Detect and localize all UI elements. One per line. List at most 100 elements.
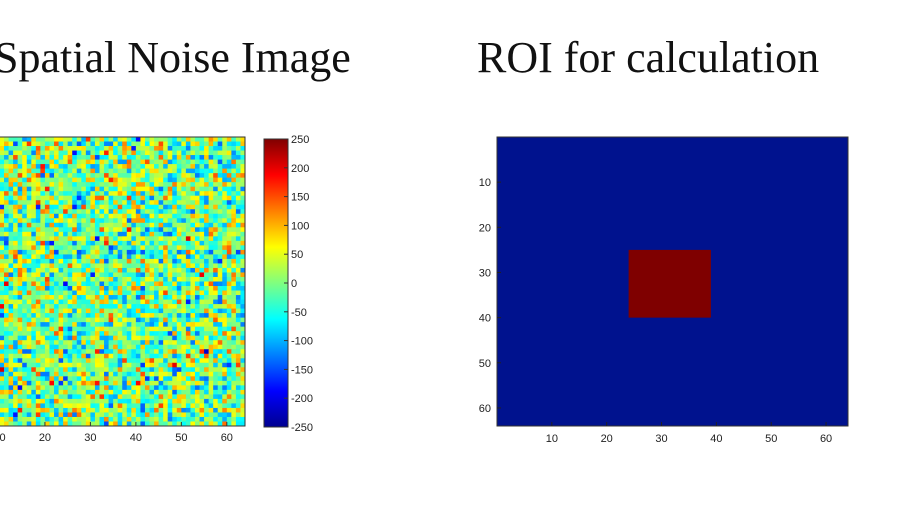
- noise-cell: [158, 295, 164, 300]
- noise-cell: [185, 200, 191, 206]
- noise-cell: [58, 286, 64, 291]
- noise-cell: [135, 249, 141, 255]
- noise-cell: [117, 286, 123, 291]
- noise-cell: [135, 322, 141, 328]
- noise-cell: [204, 412, 210, 418]
- noise-cell: [26, 326, 32, 332]
- noise-cell: [199, 389, 205, 395]
- noise-cell: [194, 258, 200, 264]
- noise-cell: [49, 240, 55, 246]
- noise-cell: [58, 173, 64, 179]
- noise-cell: [176, 398, 182, 404]
- noise-cell: [131, 403, 137, 409]
- noise-cell: [35, 362, 41, 368]
- noise-cell: [185, 218, 191, 224]
- noise-cell: [63, 331, 69, 337]
- noise-cell: [13, 299, 19, 305]
- noise-cell: [81, 416, 87, 422]
- noise-cell: [154, 155, 160, 160]
- noise-cell: [31, 394, 37, 400]
- noise-cell: [54, 204, 59, 210]
- noise-cell: [85, 349, 91, 355]
- noise-cell: [76, 231, 82, 237]
- noise-cell: [49, 389, 55, 395]
- noise-cell: [117, 389, 123, 395]
- noise-cell: [122, 421, 128, 427]
- noise-cell: [13, 317, 19, 323]
- noise-cell: [158, 322, 164, 328]
- noise-cell: [240, 340, 246, 346]
- noise-cell: [72, 249, 78, 255]
- noise-cell: [176, 186, 182, 192]
- noise-cell: [13, 322, 19, 328]
- noise-cell: [235, 146, 241, 151]
- noise-cell: [217, 141, 223, 147]
- noise-cell: [126, 308, 132, 314]
- noise-cell: [190, 222, 196, 228]
- noise-cell: [113, 177, 119, 183]
- noise-cell: [190, 317, 196, 323]
- noise-cell: [117, 304, 123, 309]
- noise-cell: [163, 141, 169, 147]
- noise-cell: [54, 281, 59, 287]
- noise-cell: [163, 367, 169, 373]
- noise-cell: [108, 218, 114, 224]
- noise-cell: [54, 195, 59, 201]
- noise-cell: [72, 267, 78, 273]
- noise-cell: [40, 195, 46, 201]
- noise-cell: [222, 317, 228, 323]
- noise-cell: [63, 267, 69, 273]
- noise-cell: [181, 272, 187, 278]
- noise-cell: [76, 290, 82, 296]
- noise-cell: [172, 331, 178, 337]
- noise-cell: [217, 389, 223, 395]
- noise-cell: [208, 146, 214, 151]
- noise-cell: [235, 236, 241, 242]
- noise-cell: [226, 281, 232, 287]
- noise-cell: [190, 245, 196, 251]
- noise-cell: [35, 191, 41, 197]
- noise-cell: [49, 195, 55, 201]
- noise-cell: [163, 353, 169, 359]
- noise-cell: [190, 263, 196, 269]
- noise-cell: [99, 191, 105, 197]
- noise-cell: [154, 335, 160, 341]
- noise-cell: [17, 168, 23, 174]
- noise-cell: [8, 362, 14, 368]
- noise-cell: [194, 146, 200, 151]
- noise-cell: [31, 204, 37, 210]
- noise-cell: [231, 407, 237, 413]
- noise-cell: [99, 227, 105, 233]
- noise-cell: [172, 263, 178, 269]
- noise-cell: [172, 349, 178, 355]
- noise-cell: [149, 281, 155, 287]
- noise-cell: [17, 317, 23, 323]
- noise-cell: [140, 353, 146, 359]
- noise-cell: [126, 412, 132, 418]
- noise-cell: [17, 421, 23, 427]
- noise-cell: [167, 326, 173, 332]
- noise-cell: [240, 141, 246, 147]
- noise-cell: [131, 317, 137, 323]
- noise-cell: [22, 403, 28, 409]
- noise-cell: [217, 240, 223, 246]
- noise-cell: [72, 146, 78, 151]
- noise-cell: [90, 186, 96, 192]
- noise-cell: [35, 267, 41, 273]
- noise-cell: [131, 150, 137, 156]
- noise-cell: [90, 213, 96, 219]
- noise-cell: [22, 272, 28, 278]
- noise-cell: [122, 173, 128, 179]
- noise-cell: [185, 389, 191, 395]
- noise-cell: [135, 218, 141, 224]
- noise-cell: [49, 317, 55, 323]
- noise-cell: [208, 209, 214, 215]
- noise-cell: [108, 150, 114, 156]
- noise-cell: [72, 191, 78, 197]
- noise-cell: [40, 254, 46, 260]
- noise-cell: [67, 267, 73, 273]
- noise-cell: [176, 358, 182, 364]
- noise-cell: [8, 308, 14, 314]
- noise-cell: [167, 403, 173, 409]
- noise-cell: [63, 137, 69, 142]
